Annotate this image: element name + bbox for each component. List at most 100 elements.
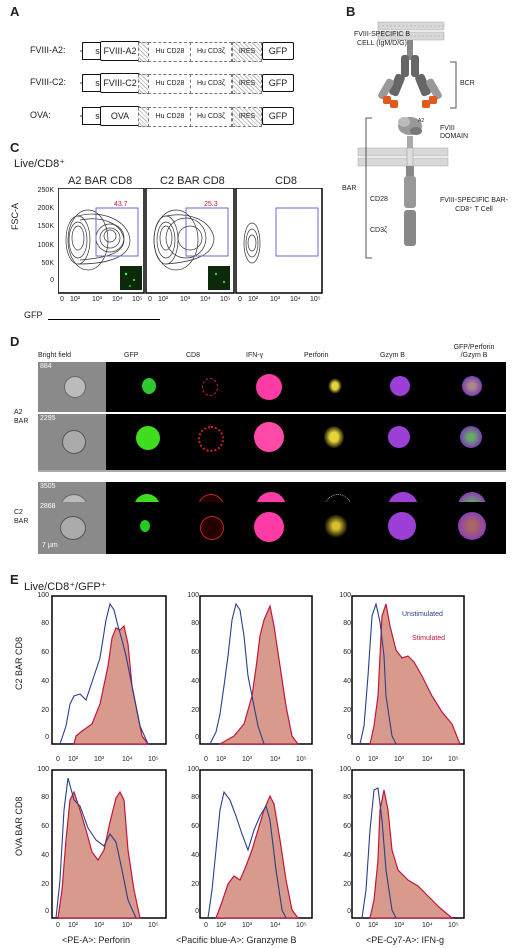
legend-unstimulated: Unstimulated <box>402 611 443 618</box>
ytick: 0 <box>45 734 49 741</box>
xtick: 10² <box>216 756 227 763</box>
ytick: 20 <box>343 707 351 714</box>
ytick: 20 <box>41 707 49 714</box>
col-header-gfp: GFP <box>124 352 139 359</box>
xtick: 10⁵ <box>448 922 459 929</box>
ytick: 0 <box>347 908 351 915</box>
gfp-cell <box>140 520 150 532</box>
ytick: 40 <box>343 852 351 859</box>
xtick: 10² <box>368 756 379 763</box>
cd3z-segment: Hu CD3ζ <box>190 74 232 94</box>
ytick: 100 <box>37 766 49 773</box>
flow-ylabel: FSC-A <box>10 203 20 230</box>
xtick: 10³ <box>242 922 253 929</box>
histogram-grid: Unstimulated Stimulated <box>51 595 465 919</box>
hist-xlabel-granzyme: <Pacific blue-A>: Granzyme B <box>176 935 297 945</box>
contour-plot-a2: 43.7 <box>58 188 145 294</box>
legend-stimulated: Stimulated <box>412 635 445 642</box>
xtick: 10⁴ <box>290 296 301 303</box>
merge-cell <box>458 512 486 540</box>
histogram-granzyme-c2 <box>199 595 313 745</box>
xtick: 10⁴ <box>122 922 133 929</box>
ytick: 0 <box>50 277 54 284</box>
xtick: 10⁴ <box>200 296 211 303</box>
group-label-a2: A2 BAR <box>14 409 29 425</box>
ytick: 100 <box>339 592 351 599</box>
col-header-cd8: CD8 <box>186 352 201 359</box>
xtick: 10⁵ <box>296 756 307 763</box>
ytick: 80 <box>41 620 49 627</box>
ytick: 200K <box>37 205 54 212</box>
contour-plot-c2: 25.3 <box>145 188 235 294</box>
bar-receptor <box>404 136 416 246</box>
hist-gate-label: Live/CD8⁺/GFP⁺ <box>24 581 107 593</box>
xtick: 10² <box>158 296 169 303</box>
gate-percent-a2: 43.7 <box>114 201 128 208</box>
ytick: 150K <box>37 223 54 230</box>
xtick: 0 <box>56 756 60 763</box>
xtick: 10³ <box>242 756 253 763</box>
construct-label: FVIII-C2: <box>30 77 67 87</box>
merge-cell <box>462 376 482 396</box>
flow-gate-label: Live/CD8⁺ <box>14 158 66 170</box>
ytick: 20 <box>343 881 351 888</box>
antigen-segment: FVIII-A2 <box>100 41 140 61</box>
ytick: 40 <box>41 678 49 685</box>
xtick: 10⁵ <box>132 296 143 303</box>
cell-id: 3505 <box>40 483 56 490</box>
bar-label: BAR <box>342 185 357 192</box>
fviii-domain-icon <box>398 117 422 135</box>
bar-schematic <box>357 21 457 259</box>
flow-yticks: 250K 200K 150K 100K 50K 0 <box>26 187 56 297</box>
histogram-perforin-ova <box>51 769 167 919</box>
gzymb-cell <box>390 376 410 396</box>
cd3z-segment: Hu CD3ζ <box>190 42 232 62</box>
xtick: 0 <box>204 922 208 929</box>
ytick: 60 <box>41 823 49 830</box>
xtick: 0 <box>56 922 60 929</box>
xtick: 10² <box>70 296 81 303</box>
cd28-segment: Hu CD28 <box>148 42 192 62</box>
cd28-label: CD28 <box>370 196 388 203</box>
flow-plot-title: CD8 <box>275 175 298 187</box>
flow-xlabel: GFP <box>24 310 43 320</box>
col-header-gzymb: Gzym B <box>380 352 405 359</box>
merge-cell <box>460 426 482 448</box>
tcell-membrane <box>357 147 449 167</box>
col-header-brightfield: Bright field <box>38 352 72 359</box>
hist-yticks-r1c1: 100 80 60 40 20 0 <box>28 592 50 742</box>
brightfield-image <box>38 362 106 412</box>
ytick: 80 <box>191 794 199 801</box>
image-row: 2868 7 µm <box>38 502 506 554</box>
ytick: 100K <box>37 242 54 249</box>
group-label-c2: C2 BAR <box>14 509 29 525</box>
hist-yticks-r2c2: 100 80 60 40 20 0 <box>178 766 200 916</box>
hist-xlabel-ifng: <PE-Cy7-A>: IFN-g <box>366 935 445 945</box>
hist-yticks-r2c1: 100 80 60 40 20 0 <box>28 766 50 916</box>
xtick: 10² <box>68 756 79 763</box>
histogram-perforin-c2 <box>51 595 167 745</box>
xtick: 0 <box>356 756 360 763</box>
xtick: 10⁴ <box>112 296 123 303</box>
brightfield-image <box>38 414 106 470</box>
bcr-bracket <box>450 61 457 109</box>
ifng-cell <box>254 512 284 542</box>
xtick: 0 <box>356 922 360 929</box>
ytick: 80 <box>191 620 199 627</box>
bar-bracket <box>365 117 372 259</box>
scale-bar-label: 7 µm <box>42 542 58 549</box>
gfp-segment: GFP <box>262 107 294 125</box>
xtick: 10⁴ <box>422 756 433 763</box>
tcell-label: FVIII-SPECIFIC BAR-CD8⁺ T Cell <box>439 197 509 213</box>
xtick: 10⁴ <box>270 756 281 763</box>
histogram-ifng-ova <box>351 769 465 919</box>
xtick: 10⁵ <box>310 296 321 303</box>
histogram-granzyme-ova <box>199 769 313 919</box>
flow-plots: 43.7 25.3 <box>58 188 323 294</box>
cell-id: 2868 <box>40 503 56 510</box>
ytick: 0 <box>347 734 351 741</box>
cd28-segment: Hu CD28 <box>148 107 192 127</box>
cell-id: 884 <box>40 363 52 370</box>
ires-segment: IRES <box>232 42 262 62</box>
hist-yticks-r2c3: 100 80 60 40 20 0 <box>330 766 352 916</box>
